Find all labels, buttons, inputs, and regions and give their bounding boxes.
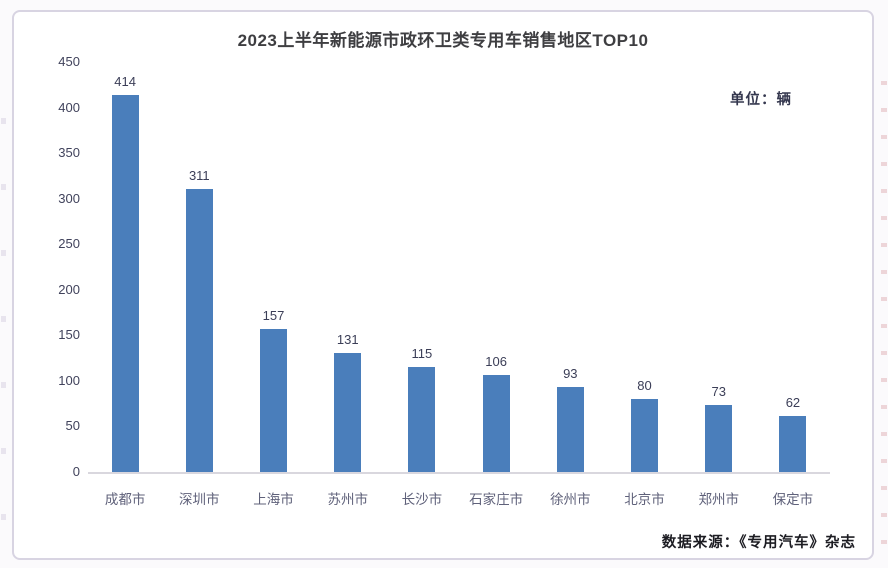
bar-slot: 311 — [162, 62, 236, 472]
bar-slot: 62 — [756, 62, 830, 472]
right-edge-marks — [881, 58, 887, 560]
bar-slot: 80 — [607, 62, 681, 472]
y-tick-label: 400 — [58, 99, 80, 115]
category-label: 石家庄市 — [469, 492, 524, 507]
bar-value-label: 115 — [411, 346, 433, 361]
bar — [260, 329, 287, 472]
bar — [482, 375, 510, 472]
category-label: 保定市 — [772, 492, 814, 507]
bar-value-label: 131 — [336, 332, 359, 347]
y-tick-label: 50 — [65, 418, 80, 434]
bar-value-label: 62 — [785, 395, 801, 410]
category-label: 北京市 — [624, 492, 665, 507]
plot-area: 414 311 157 131 115 106 93 80 73 62 — [88, 62, 830, 474]
bar-value-label: 311 — [188, 168, 210, 183]
bar-slot: 106 — [459, 62, 533, 472]
bar — [185, 189, 213, 472]
category-label: 长沙市 — [401, 492, 443, 507]
y-tick-label: 250 — [58, 236, 80, 252]
unit-label: 单位：辆 — [730, 92, 792, 108]
category-label: 深圳市 — [179, 492, 220, 507]
y-axis: 0 50 100 150 200 250 300 350 400 450 — [32, 54, 80, 479]
bar — [408, 367, 436, 472]
bar-slot: 131 — [311, 62, 385, 472]
bar-value-label: 157 — [262, 308, 285, 323]
bar-slot: 157 — [236, 62, 310, 472]
bars-container: 414 311 157 131 115 106 93 80 73 62 — [88, 62, 830, 472]
y-tick-label: 350 — [58, 145, 80, 161]
bar-value-label: 414 — [114, 74, 136, 89]
bar-slot: 73 — [682, 62, 756, 472]
left-edge-marks — [1, 58, 6, 560]
bar — [631, 399, 659, 472]
category-axis: 成都市 深圳市 上海市 苏州市 长沙市 石家庄市 徐州市 北京市 郑州市 保定市 — [88, 488, 830, 508]
category-label: 苏州市 — [327, 492, 368, 507]
bar-slot: 93 — [533, 62, 607, 472]
bar-value-label: 80 — [637, 378, 652, 393]
category-label: 郑州市 — [698, 492, 739, 507]
bar-value-label: 106 — [485, 354, 507, 369]
bar — [705, 405, 733, 472]
bar — [111, 95, 139, 472]
bar — [334, 353, 362, 472]
chart-card: 2023上半年新能源市政环卫类专用车销售地区TOP10 单位：辆 0 50 100 1… — [12, 10, 874, 560]
bar — [556, 387, 584, 472]
y-tick-label: 150 — [58, 327, 80, 343]
chart-title: 2023上半年新能源市政环卫类专用车销售地区TOP10 — [237, 31, 649, 50]
y-tick-label: 200 — [58, 281, 80, 297]
category-label: 成都市 — [104, 492, 146, 507]
bar — [779, 416, 807, 472]
category-label: 徐州市 — [550, 492, 591, 507]
category-label: 上海市 — [253, 492, 294, 507]
y-tick-label: 100 — [58, 372, 80, 388]
y-tick-label: 450 — [58, 54, 80, 69]
y-tick-label: 300 — [58, 190, 80, 206]
source-note: 数据来源：《专用汽车》杂志 — [661, 535, 856, 551]
bar-value-label: 73 — [711, 384, 726, 399]
bar-value-label: 93 — [563, 366, 578, 381]
bar-slot: 115 — [385, 62, 459, 472]
bar-slot: 414 — [88, 62, 162, 472]
y-tick-label: 0 — [72, 464, 80, 479]
